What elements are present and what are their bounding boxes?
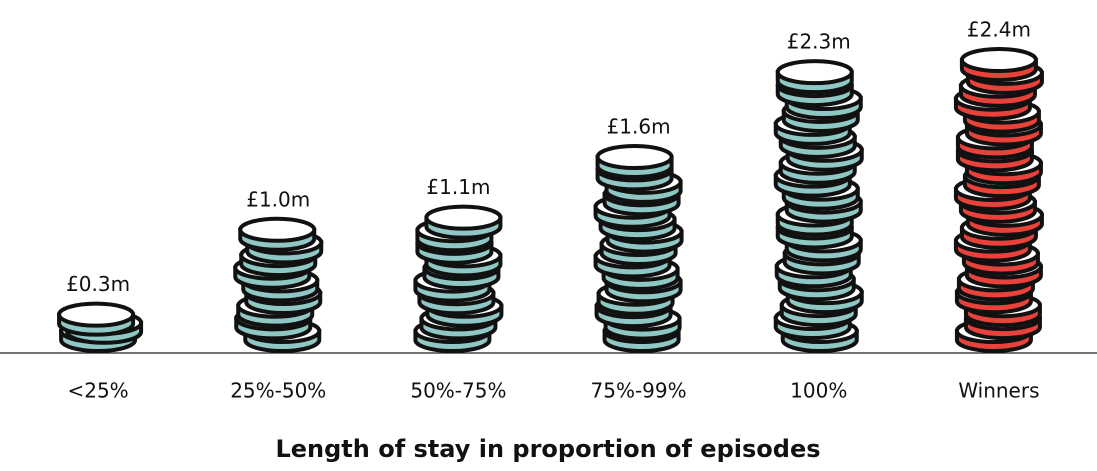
x-tick-label: 50%-75%	[410, 379, 506, 403]
x-tick-label: <25%	[67, 379, 128, 403]
coin-top	[424, 204, 503, 231]
x-tick-label: 75%-99%	[591, 379, 687, 403]
value-label: £1.1m	[426, 175, 490, 199]
value-label: £0.3m	[66, 272, 130, 296]
x-tick-label: 25%-50%	[230, 379, 326, 403]
x-axis-title: Length of stay in proportion of episodes	[275, 435, 820, 463]
x-tick-label: 100%	[790, 379, 847, 403]
coin-top	[238, 216, 317, 243]
coin-stack	[773, 59, 864, 353]
coin-stack	[233, 216, 324, 353]
value-label: £2.4m	[967, 18, 1031, 42]
x-tick-label: Winners	[958, 379, 1039, 403]
coin-stack	[413, 204, 504, 353]
coin-stack	[57, 301, 144, 353]
coin-top	[775, 59, 854, 86]
coin-top	[595, 144, 674, 170]
coin-stack	[593, 144, 684, 353]
coin-top	[959, 47, 1038, 73]
value-label: £2.3m	[787, 30, 851, 54]
value-label: £1.6m	[607, 115, 671, 139]
coin-top	[57, 301, 136, 328]
coin-stack	[953, 47, 1044, 353]
value-label: £1.0m	[246, 187, 310, 211]
